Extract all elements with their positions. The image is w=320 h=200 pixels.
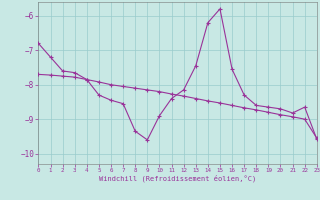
X-axis label: Windchill (Refroidissement éolien,°C): Windchill (Refroidissement éolien,°C) [99,175,256,182]
